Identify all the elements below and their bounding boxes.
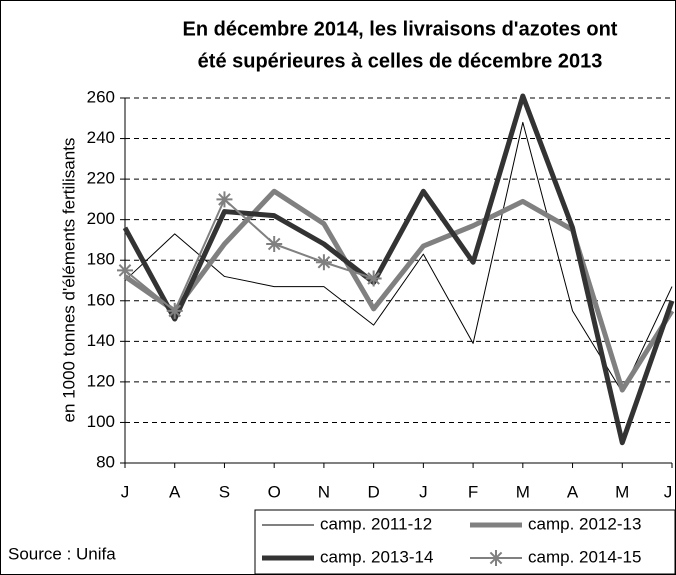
marker: [117, 262, 133, 279]
x-tick-label: F: [468, 482, 478, 501]
y-tick-label: 220: [87, 169, 115, 188]
y-tick-label: 180: [87, 250, 115, 269]
x-tick-label: M: [516, 482, 530, 501]
x-tick-label: D: [367, 482, 379, 501]
legend-label: camp. 2014-15: [528, 547, 641, 566]
legend-label: camp. 2013-14: [320, 547, 433, 566]
y-axis-label: en 1000 tonnes d'éléments fertilisants: [59, 138, 78, 423]
y-tick-label: 80: [96, 452, 115, 471]
y-tick-label: 200: [87, 209, 115, 228]
marker: [488, 550, 504, 566]
x-tick-label: J: [121, 482, 130, 501]
y-tick-label: 100: [87, 412, 115, 431]
y-tick-label: 120: [87, 371, 115, 390]
x-tick-label: O: [268, 482, 281, 501]
y-tick-label: 160: [87, 290, 115, 309]
x-tick-label: A: [169, 482, 181, 501]
x-tick-label: J: [664, 482, 673, 501]
series-line: [124, 198, 374, 312]
x-tick-label: J: [419, 482, 428, 501]
x-tick-label: A: [567, 482, 579, 501]
y-tick-label: 260: [87, 87, 115, 106]
marker: [315, 254, 332, 271]
series-line: [122, 93, 675, 446]
chart-title: En décembre 2014, les livraisons d'azote…: [183, 18, 618, 40]
legend-label: camp. 2012-13: [528, 514, 641, 533]
x-tick-label: M: [615, 482, 629, 501]
marker: [166, 302, 183, 319]
series-line: [124, 121, 673, 393]
marker: [266, 236, 283, 252]
chart-title: été supérieures à celles de décembre 201…: [198, 50, 603, 72]
y-tick-label: 140: [87, 331, 115, 350]
x-tick-label: N: [318, 482, 330, 501]
marker: [365, 270, 382, 287]
y-tick-label: 240: [87, 128, 115, 147]
legend: [254, 509, 676, 575]
source: Source : Unifa: [8, 544, 116, 563]
legend-label: camp. 2011-12: [320, 514, 432, 533]
marker: [216, 191, 233, 208]
x-tick-label: S: [219, 482, 230, 501]
